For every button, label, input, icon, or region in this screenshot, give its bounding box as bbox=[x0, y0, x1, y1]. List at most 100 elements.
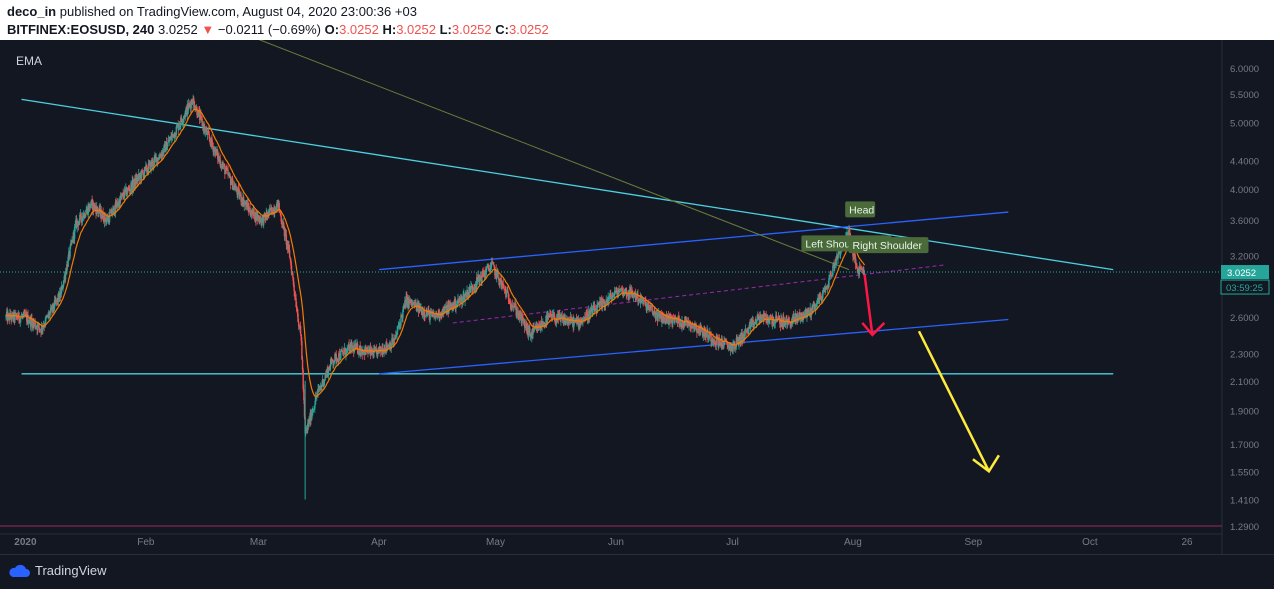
candle-body bbox=[373, 348, 375, 358]
candle-body bbox=[303, 389, 305, 401]
candle-body bbox=[832, 265, 834, 276]
candle-body bbox=[34, 322, 36, 328]
candle-body bbox=[419, 304, 421, 312]
candle-body bbox=[79, 214, 81, 222]
candle-body bbox=[603, 303, 605, 306]
candle-body bbox=[826, 285, 829, 289]
candle-body bbox=[711, 340, 713, 343]
candle-body bbox=[143, 167, 146, 174]
candle-body bbox=[799, 312, 801, 320]
candle-body bbox=[454, 298, 457, 309]
candle-body bbox=[332, 360, 334, 364]
candle-body bbox=[462, 295, 464, 302]
candle-body bbox=[62, 286, 64, 290]
candle-body bbox=[279, 211, 282, 216]
candle-body bbox=[332, 362, 335, 364]
candle-body bbox=[159, 155, 161, 157]
price-axis[interactable]: 6.0000 5.5000 5.0000 4.4000 4.0000 3.6000 3.20… bbox=[1220, 64, 1270, 533]
candle-body bbox=[84, 216, 86, 218]
candle-body bbox=[180, 117, 183, 121]
candle-body bbox=[204, 126, 206, 132]
candle-body bbox=[183, 116, 185, 119]
candle-body bbox=[745, 329, 747, 332]
candle-body bbox=[749, 322, 752, 329]
candle-body bbox=[811, 305, 813, 313]
candle-body bbox=[288, 249, 291, 258]
candle-body bbox=[764, 314, 767, 316]
candle-body bbox=[410, 299, 413, 304]
candle-body bbox=[722, 345, 725, 348]
candle-body bbox=[713, 340, 716, 343]
candle-body bbox=[227, 170, 229, 176]
candle-body bbox=[211, 138, 213, 145]
candle-body bbox=[281, 221, 283, 225]
candle-body bbox=[649, 306, 651, 310]
candle-body bbox=[652, 312, 655, 315]
candle-body bbox=[471, 285, 473, 289]
candle-body bbox=[548, 316, 550, 318]
symbol-line: BITFINEX:EOSUSD, 240 3.0252 ▼ −0.0211 (−… bbox=[7, 22, 549, 37]
candle-body bbox=[301, 341, 303, 360]
candle-body bbox=[193, 101, 196, 109]
candle-body bbox=[123, 189, 126, 198]
candle-body bbox=[784, 320, 787, 326]
chart-area[interactable]: Left Shoulder Head Right Shoulder 6.0000 5.… bbox=[0, 1, 1274, 554]
candle-body bbox=[189, 103, 191, 105]
candle-body bbox=[508, 299, 510, 304]
candle-body bbox=[330, 358, 333, 360]
candle-body bbox=[299, 326, 302, 335]
candle-body bbox=[30, 318, 32, 327]
candle-body bbox=[274, 210, 277, 212]
candle-body bbox=[167, 142, 169, 147]
candle-body bbox=[261, 218, 263, 224]
candle-body bbox=[297, 321, 300, 327]
candle-body bbox=[239, 195, 241, 197]
candle-body bbox=[358, 352, 360, 354]
candle-body bbox=[586, 311, 588, 314]
candle-body bbox=[723, 339, 725, 346]
candle-body bbox=[306, 428, 308, 430]
candle-body bbox=[393, 339, 395, 344]
candle-body bbox=[756, 319, 758, 321]
author-name[interactable]: deco_in bbox=[7, 4, 57, 19]
candle-body bbox=[725, 341, 728, 343]
candle-body bbox=[459, 297, 462, 301]
indicator-label[interactable]: EMA bbox=[16, 54, 42, 68]
candle-body bbox=[818, 294, 820, 304]
candle-body bbox=[788, 320, 790, 321]
candle-body bbox=[516, 314, 518, 316]
candle-body bbox=[271, 207, 273, 214]
candle-body bbox=[279, 210, 281, 212]
candle-body bbox=[473, 287, 475, 290]
candle-body bbox=[527, 328, 530, 336]
candle-body bbox=[333, 360, 335, 363]
candle-body bbox=[672, 318, 674, 324]
candle-body bbox=[340, 350, 343, 352]
candle-body bbox=[38, 327, 41, 330]
candle-body bbox=[634, 292, 637, 299]
candle-body bbox=[815, 303, 818, 305]
candle-body bbox=[509, 303, 512, 305]
candle-body bbox=[629, 289, 631, 292]
candle-body bbox=[697, 328, 699, 330]
candle-body bbox=[502, 283, 504, 286]
candle-body bbox=[178, 127, 180, 131]
candle-body bbox=[319, 388, 321, 390]
candle-body bbox=[766, 316, 769, 320]
tradingview-logo[interactable]: TradingView bbox=[8, 563, 107, 578]
candle-body bbox=[503, 285, 505, 289]
candle-body bbox=[154, 156, 157, 158]
candle-body bbox=[524, 326, 526, 328]
red-arrow-head bbox=[861, 321, 886, 337]
candle-body bbox=[49, 307, 52, 313]
time-axis[interactable]: 2020 Feb Mar Apr May Jun Jul Aug Sep Oct 26 bbox=[14, 537, 1193, 548]
price-tick-label: 1.5500 bbox=[1230, 467, 1259, 478]
candle-body bbox=[147, 163, 150, 173]
candle-body bbox=[863, 270, 865, 275]
candle-body bbox=[804, 313, 806, 315]
candle-body bbox=[767, 319, 769, 323]
candle-body bbox=[608, 297, 611, 298]
candle-body bbox=[781, 318, 783, 325]
candle-body bbox=[439, 317, 441, 319]
